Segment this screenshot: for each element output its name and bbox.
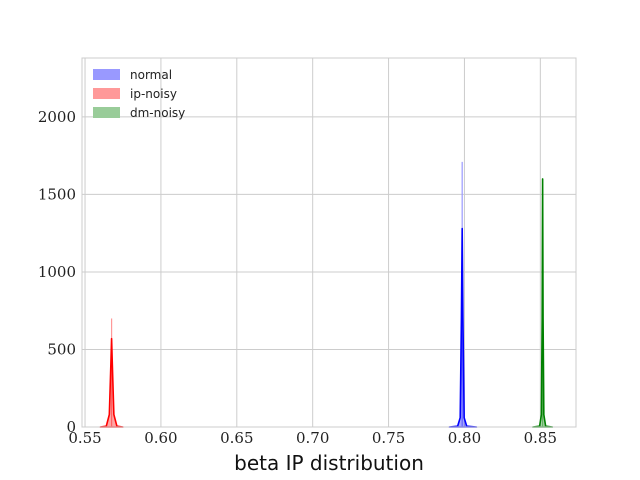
x-tick-labels: 0.55 0.60 0.65 0.70 0.75 0.80 0.85 xyxy=(68,429,557,447)
y-tick-label: 0 xyxy=(66,418,76,436)
x-tick-label: 0.65 xyxy=(220,429,253,447)
density-curves xyxy=(99,178,554,428)
x-tick-label: 0.55 xyxy=(68,429,101,447)
legend-swatch-dm-noisy xyxy=(93,107,120,118)
legend-label-normal: normal xyxy=(130,68,172,82)
x-tick-label: 0.70 xyxy=(296,429,329,447)
y-tick-label: 1500 xyxy=(38,185,76,203)
x-tick-label: 0.85 xyxy=(524,429,557,447)
legend-swatch-ip-noisy xyxy=(93,88,120,99)
histogram-bar-ip-noisy xyxy=(110,318,113,427)
plot-frame xyxy=(81,57,577,428)
y-tick-label: 1000 xyxy=(38,263,76,281)
density-curve-dm-noisy xyxy=(531,178,554,428)
legend: normal ip-noisy dm-noisy xyxy=(93,68,185,120)
x-tick-label: 0.75 xyxy=(372,429,405,447)
y-tick-label: 500 xyxy=(47,340,76,358)
y-tick-label: 2000 xyxy=(38,108,76,126)
x-tick-label: 0.60 xyxy=(144,429,177,447)
grid-lines xyxy=(82,58,576,428)
x-axis-label: beta IP distribution xyxy=(234,451,424,475)
legend-label-ip-noisy: ip-noisy xyxy=(130,87,177,101)
legend-label-dm-noisy: dm-noisy xyxy=(130,106,185,120)
density-curve-ip-noisy xyxy=(99,337,124,428)
x-tick-label: 0.80 xyxy=(448,429,481,447)
y-tick-labels: 0 500 1000 1500 2000 xyxy=(38,108,76,436)
density-curve-normal xyxy=(448,227,478,428)
legend-swatch-normal xyxy=(93,69,120,80)
histogram-bars xyxy=(110,161,544,427)
